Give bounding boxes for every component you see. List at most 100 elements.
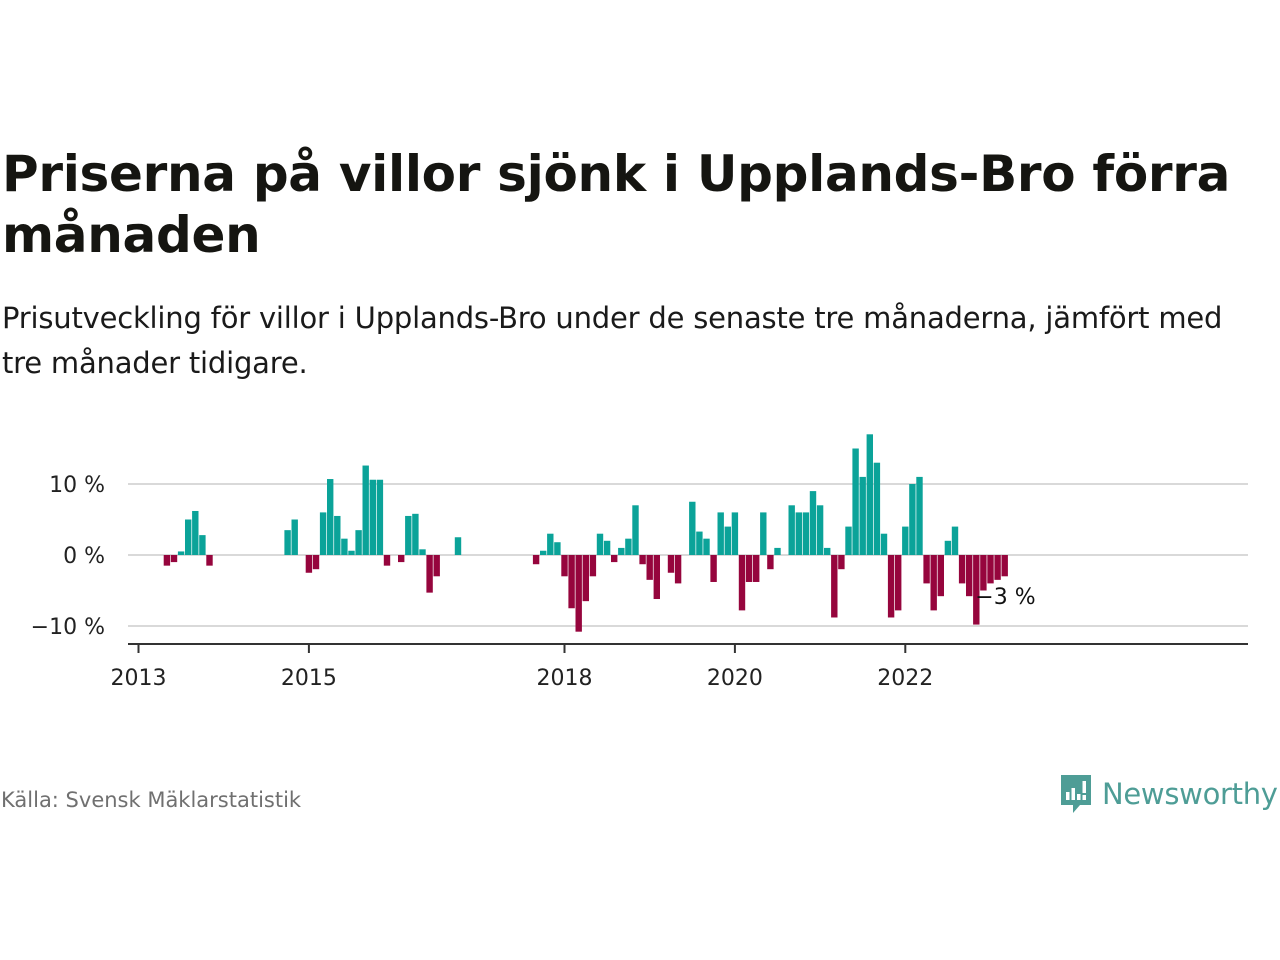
x-tick-label: 2022: [877, 666, 933, 691]
y-tick-label: 10 %: [49, 473, 105, 498]
bar: [816, 505, 824, 555]
bar: [909, 484, 916, 555]
bar: [603, 540, 611, 555]
bar: [731, 512, 739, 555]
bar: [639, 555, 646, 565]
bar: [376, 479, 384, 555]
y-tick-label: 0 %: [63, 544, 105, 569]
bar: [618, 547, 625, 555]
bar: [760, 512, 767, 555]
bar: [334, 515, 341, 555]
bar: [398, 555, 405, 563]
bar: [795, 512, 802, 555]
bar: [902, 526, 909, 555]
gridlines: 10 % 0 % −10 %: [31, 473, 1248, 640]
bar: [405, 515, 412, 555]
bar: [291, 519, 298, 555]
x-tick-label: 2018: [537, 666, 593, 691]
bar: [809, 491, 817, 555]
bar: [717, 512, 724, 555]
bar: [824, 547, 831, 555]
bar: [327, 479, 334, 555]
brand-name: Newsworthy: [1102, 777, 1278, 811]
bar: [355, 530, 362, 555]
bar: [532, 555, 540, 565]
newsworthy-logo: Newsworthy: [1058, 772, 1278, 816]
bar: [575, 555, 582, 632]
bar: [923, 555, 930, 584]
bar: [632, 505, 639, 555]
bar: [674, 555, 682, 584]
bar: [199, 535, 206, 555]
bar: [369, 479, 376, 555]
labels: −3 %: [975, 585, 1035, 610]
bar: [667, 555, 675, 573]
bar: [348, 550, 355, 555]
x-tick-label: 2020: [707, 666, 763, 691]
bar: [170, 555, 178, 563]
bar: [341, 538, 348, 555]
bar: [568, 555, 575, 609]
bars: [163, 434, 1008, 632]
x-tick-label: 2013: [111, 666, 167, 691]
bar: [646, 555, 653, 580]
bar: [973, 555, 980, 625]
bar: [980, 555, 987, 591]
bar: [163, 555, 171, 566]
bar: [852, 448, 859, 555]
bar: [696, 531, 703, 555]
bar: [710, 555, 717, 582]
bar: [284, 530, 291, 555]
bar: [738, 555, 746, 611]
bar: [866, 434, 873, 555]
bar: [831, 555, 838, 618]
bar: [554, 542, 561, 555]
x-tick-label: 2015: [281, 666, 337, 691]
bar: [916, 476, 923, 555]
bar: [625, 538, 632, 555]
bar: [589, 555, 597, 577]
bar: [958, 555, 966, 584]
bar: [383, 555, 391, 566]
bar: [206, 555, 213, 566]
bar: [362, 465, 369, 555]
latest-value-label: −3 %: [975, 585, 1035, 610]
bar: [433, 555, 440, 577]
bar: [192, 510, 199, 555]
bar: [177, 551, 185, 555]
bar: [987, 555, 994, 584]
bar: [319, 512, 327, 555]
bar: [930, 555, 937, 611]
bar: [611, 555, 618, 563]
bar: [412, 513, 419, 555]
bar: [966, 555, 973, 597]
bar: [1001, 555, 1008, 577]
bar: [753, 555, 760, 582]
bar: [838, 555, 845, 570]
bar: [895, 555, 902, 611]
x-axis: 2013 2015 2018 2020 2022: [111, 643, 1248, 691]
bar: [788, 505, 795, 555]
chart-title: Priserna på villor sjönk i Upplands-Bro …: [2, 145, 1231, 264]
bar: [873, 462, 881, 555]
bar: [596, 533, 604, 555]
y-tick-label: −10 %: [31, 615, 105, 640]
bar: [859, 476, 866, 555]
bar: [312, 555, 320, 570]
bar: [689, 501, 696, 555]
bar: [880, 533, 888, 555]
bar: [305, 555, 313, 573]
bar: [887, 555, 895, 618]
bar: [802, 512, 810, 555]
bar: [951, 526, 959, 555]
bar: [540, 550, 547, 555]
bar: [653, 555, 660, 600]
bar: [724, 526, 731, 555]
bar: [774, 547, 781, 555]
bar: [582, 555, 589, 602]
bar-chart: 10 % 0 % −10 % 2013 2015 2018 2020 2022 −3 %: [31, 434, 1248, 691]
bar: [561, 555, 568, 577]
bar: [767, 555, 774, 570]
bar: [994, 555, 1001, 580]
bar: [426, 555, 433, 593]
